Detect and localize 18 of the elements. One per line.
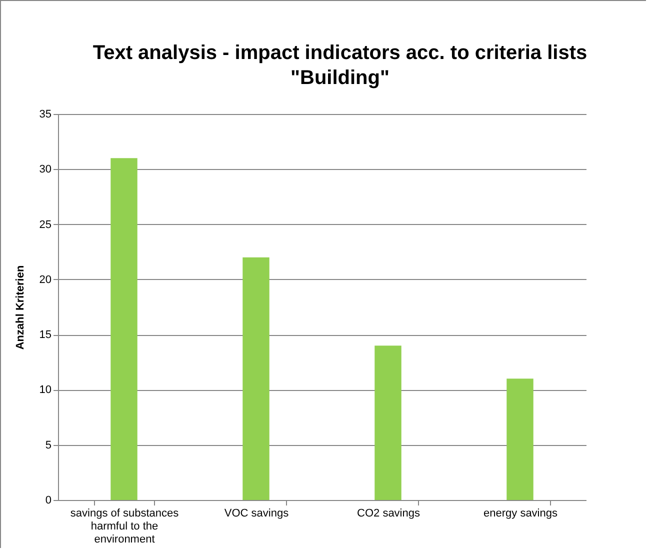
y-tick-label: 0 bbox=[45, 494, 52, 506]
bar bbox=[110, 158, 138, 500]
bar bbox=[374, 346, 402, 500]
y-tick-label: 30 bbox=[39, 164, 52, 176]
chart-title: Text analysis - impact indicators acc. to criteria lists "Building" bbox=[92, 42, 588, 89]
bar bbox=[506, 378, 534, 500]
x-tick-label: VOC savings bbox=[224, 508, 290, 520]
y-tick-label: 35 bbox=[39, 108, 52, 120]
x-tick-label: energy savings bbox=[484, 508, 558, 520]
y-tick-label: 20 bbox=[39, 274, 52, 286]
x-tick-label: savings of substances harmful to the environment bbox=[70, 508, 180, 546]
y-tick-label: 15 bbox=[39, 329, 52, 342]
bar bbox=[242, 257, 270, 500]
y-tick-label: 10 bbox=[39, 384, 52, 396]
x-tick-label: CO2 savings bbox=[357, 508, 420, 520]
y-axis-title: Anzahl Kriterien bbox=[14, 265, 26, 350]
y-tick-label: 25 bbox=[39, 218, 52, 231]
y-tick-label: 5 bbox=[45, 439, 52, 452]
